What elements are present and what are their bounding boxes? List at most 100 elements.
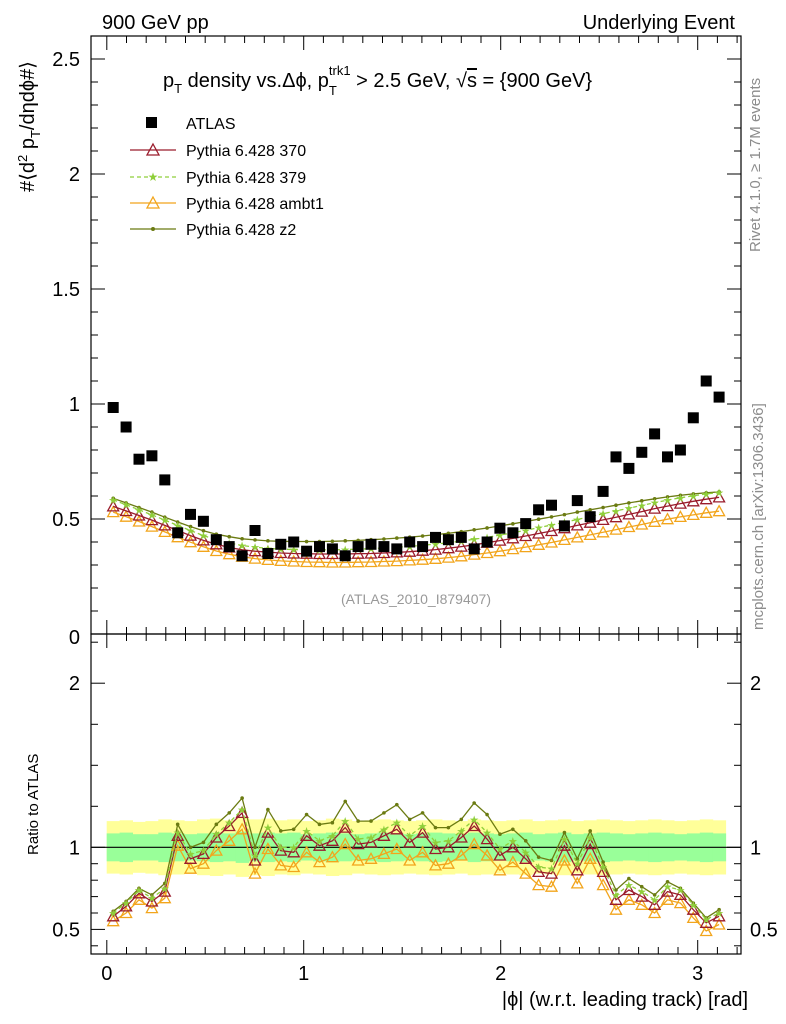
data-point-atlas [262,548,274,559]
marker-z2 [536,517,541,522]
ratio-marker-ambt1 [196,856,210,869]
marker-ambt1 [570,530,584,543]
data-point-atlas [378,541,390,553]
ratio-marker-ambt1 [441,856,455,869]
ratio-marker-p370 [183,851,198,864]
title-s: s [467,70,477,92]
ylabel-b: p [17,138,39,155]
data-point-atlas [546,499,557,511]
marker-ambt1 [196,539,210,552]
data-point-atlas [197,515,209,527]
ratio-marker-p370 [312,838,327,851]
data-point-atlas [172,527,184,539]
marker-p370 [106,499,120,512]
ratio-marker-z2 [485,812,489,817]
marker-ambt1 [557,533,571,546]
data-point-atlas [107,402,119,413]
analysis-watermark: (ATLAS_2010_I879407) [341,591,491,607]
ratio-marker-p370 [686,902,700,915]
y-tick-label: 1.5 [52,279,80,301]
marker-p379: ★ [572,514,582,526]
marker-z2 [614,503,618,508]
ratio-marker-p370 [454,830,468,843]
ratio-marker-z2 [498,832,502,837]
marker-ambt1 [454,549,468,562]
title-mid: density vs.Δϕ, p [182,70,329,92]
ratio-marker-p370 [428,842,443,855]
ratio-line-z2 [112,796,720,919]
data-point-atlas [365,538,377,550]
title-tail: > 2.5 GeV, √ [351,70,467,92]
ratio-marker-p370 [248,853,262,866]
ratio-marker-ambt1 [544,879,559,892]
ratio-marker-p379: ★ [675,885,685,897]
marker-p379: ★ [173,520,183,532]
ratio-marker-z2 [240,796,244,800]
ratio-y-tick-label-right: 2 [750,673,761,695]
legend-marker-atlas [146,117,157,128]
marker-z2 [188,524,193,529]
ratio-marker-ambt1 [209,843,223,856]
marker-ambt1 [493,544,507,557]
ratio-marker-z2 [562,830,567,835]
marker-z2 [162,515,167,519]
marker-ambt1 [351,555,365,568]
marker-ambt1 [325,555,339,568]
ratio-marker-z2 [214,822,219,827]
ratio-series-ambt1 [106,822,726,937]
ratio-marker-p370 [325,833,339,846]
ratio-marker-ambt1 [467,837,481,850]
ratio-marker-p370 [300,828,314,841]
ratio-marker-p379: ★ [237,805,247,817]
legend-label-379: Pythia 6.428 379 [186,170,306,187]
data-point-atlas [352,541,364,553]
marker-p370 [287,546,301,559]
marker-ambt1 [209,544,223,557]
data-point-atlas [584,511,596,523]
data-point-atlas [339,550,351,562]
marker-z2 [549,515,554,519]
ratio-marker-ambt1 [261,842,275,855]
ratio-data-layer: ★★★★★★★ ★★★★★★★ ★★★ ★★★ ★★★★★★ ★★★★★★★★ ★★★★★★… [91,796,741,937]
marker-ambt1 [583,528,597,541]
marker-z2 [175,520,180,524]
rivet-version-label: Rivet 4.1.0, ≥ 1.7M events [747,78,764,252]
ratio-marker-z2 [523,838,528,843]
ratio-marker-p379: ★ [482,828,492,840]
ratio-marker-p379: ★ [199,846,209,858]
data-point-atlas [249,525,261,536]
ratio-marker-p370 [235,806,249,819]
marker-p370 [648,501,662,514]
ratio-marker-z2 [665,879,670,884]
marker-ambt1 [699,505,713,518]
marker-ambt1 [158,525,172,538]
marker-ambt1 [132,514,146,527]
marker-ambt1 [609,522,623,535]
ratio-marker-ambt1 [235,822,249,835]
ratio-marker-z2 [279,829,283,833]
data-point-atlas [326,543,338,555]
data-point-atlas [120,421,132,433]
ratio-marker-ambt1 [364,851,378,864]
data-point-atlas [159,474,171,486]
ylabel-a: #⟨d [17,162,39,192]
marker-p370 [119,504,133,517]
marker-ambt1 [106,505,120,518]
marker-z2 [227,534,232,539]
ratio-marker-p379: ★ [108,908,118,920]
ratio-marker-p379: ★ [263,823,273,835]
ratio-marker-p370 [338,820,352,833]
marker-ambt1 [222,547,236,560]
ratio-y-tick-label-left: 1 [69,837,80,859]
ratio-marker-ambt1 [712,917,726,930]
y-tick-label: 1 [69,394,80,416]
marker-z2 [588,508,592,512]
ratio-marker-ambt1 [519,866,533,879]
data-point-atlas [481,536,493,548]
ratio-marker-ambt1 [287,860,301,873]
data-point-atlas [571,495,583,507]
marker-z2 [627,501,631,505]
ratio-marker-ambt1 [480,848,494,861]
marker-z2 [343,539,348,543]
ratio-marker-p379: ★ [508,836,518,848]
